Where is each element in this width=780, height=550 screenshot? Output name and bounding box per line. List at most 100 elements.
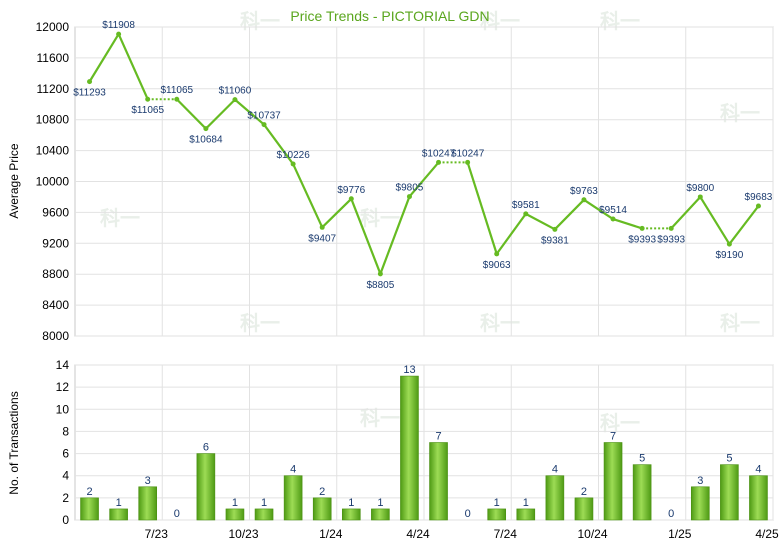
price-line-segment (205, 98, 236, 130)
price-y-tick-label: 10800 (36, 113, 70, 127)
transaction-bar (138, 486, 158, 521)
price-data-label: $9514 (599, 205, 627, 216)
price-line-segment (379, 196, 411, 275)
transaction-bar (254, 508, 274, 521)
transaction-count-label: 7 (435, 431, 441, 443)
x-tick-label: 7/24 (494, 527, 518, 541)
price-line-segment (670, 196, 702, 230)
price-y-tick-label: 10000 (36, 175, 70, 189)
price-plot-grid: 8000 8400 8800 9200 9600 10000 10400 10800 11200… (36, 20, 774, 343)
transaction-count-label: 4 (755, 464, 761, 476)
watermark-text: 科一 (240, 311, 280, 335)
x-tick-label: 4/24 (406, 527, 430, 541)
price-point (436, 159, 442, 165)
transaction-bar (225, 508, 245, 521)
price-data-label: $10226 (276, 150, 310, 161)
price-line-segment (525, 212, 556, 231)
transaction-count-label: 6 (203, 442, 209, 454)
price-data-label: $9800 (686, 183, 714, 194)
price-line-segment (292, 163, 324, 228)
transactions-y-tick-label: 10 (56, 402, 70, 416)
price-point (348, 196, 354, 202)
transaction-count-label: 1 (348, 497, 354, 509)
price-data-label: $10684 (189, 135, 223, 146)
watermark-text: 科一 (720, 101, 760, 125)
transaction-bar (429, 442, 448, 521)
price-line-segment (728, 205, 760, 245)
watermark-text: 科一 (360, 406, 400, 430)
price-line-segment (263, 123, 295, 165)
transaction-bar (196, 453, 216, 521)
price-line-segment (466, 162, 498, 255)
transaction-count-label: 5 (639, 453, 645, 465)
price-data-label: $9805 (396, 183, 424, 194)
price-point (406, 194, 412, 200)
price-point (290, 161, 296, 167)
price-data-label: $10247 (422, 148, 456, 159)
price-data-label: $9763 (570, 186, 598, 197)
price-line-segment (699, 196, 731, 245)
transaction-count-label: 0 (668, 508, 674, 520)
x-tick-label: 1/25 (668, 527, 692, 541)
transaction-count-label: 5 (726, 453, 732, 465)
price-line-segment (554, 199, 585, 231)
price-point (174, 96, 180, 102)
transaction-count-label: 2 (319, 486, 325, 498)
transaction-bar (632, 464, 652, 521)
transaction-count-label: 7 (610, 431, 616, 443)
price-data-label: $11908 (102, 20, 135, 31)
price-data-label: $11065 (160, 85, 193, 96)
price-data-label: $9393 (657, 234, 685, 245)
price-line-segment (408, 161, 440, 198)
price-point (145, 96, 151, 102)
price-point (465, 159, 471, 165)
transaction-bar (516, 508, 536, 521)
transaction-bar (341, 508, 361, 521)
transaction-count-label: 1 (377, 497, 383, 509)
transactions-y-tick-label: 2 (62, 491, 69, 505)
price-point (232, 97, 238, 103)
price-line-segment (350, 198, 382, 275)
price-line-segment (117, 33, 149, 100)
price-y-tick-label: 8000 (42, 329, 69, 343)
price-line-segment (88, 33, 120, 83)
price-line-segment (176, 98, 207, 130)
price-data-label: $9776 (337, 185, 365, 196)
transaction-count-label: 3 (145, 475, 151, 487)
transaction-count-label: 13 (403, 364, 415, 376)
transaction-count-label: 2 (581, 486, 587, 498)
price-point (116, 31, 122, 37)
price-data-label: $11060 (219, 86, 252, 97)
price-data-label: $11065 (131, 105, 164, 116)
price-data-label: $11293 (73, 88, 106, 99)
x-tick-label: 7/23 (145, 527, 169, 541)
transaction-bar (545, 475, 565, 521)
price-data-label: $10247 (451, 148, 485, 159)
price-point (610, 216, 616, 222)
transaction-count-label: 0 (465, 508, 471, 520)
transaction-count-label: 3 (697, 475, 703, 487)
transaction-count-label: 4 (552, 464, 558, 476)
transaction-bar (487, 508, 507, 521)
price-data-label: $9063 (483, 260, 511, 271)
price-data-label: $9190 (715, 250, 743, 261)
transaction-count-label: 1 (494, 497, 500, 509)
price-y-tick-label: 12000 (36, 20, 70, 34)
transaction-count-label: 0 (174, 508, 180, 520)
price-data-label: $9683 (745, 192, 773, 203)
price-data-label: $9393 (628, 234, 656, 245)
x-tick-label: 10/23 (228, 527, 258, 541)
watermark-text: 科一 (100, 206, 140, 230)
transaction-bar (283, 475, 303, 521)
transactions-y-tick-label: 4 (62, 469, 69, 483)
transaction-bar (80, 497, 99, 521)
transaction-count-label: 4 (290, 464, 296, 476)
transaction-bar (574, 497, 594, 521)
price-plot: $11293 $11908 $11065 $11065 $10684 $11060 $107… (73, 20, 773, 291)
transaction-count-label: 1 (523, 497, 529, 509)
